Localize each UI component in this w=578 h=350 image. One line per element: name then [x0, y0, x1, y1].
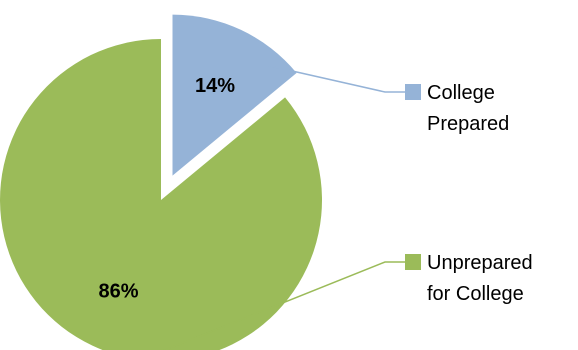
data-labels: 14% 86%	[98, 75, 235, 302]
data-label-2: 86%	[98, 280, 138, 302]
legend-label-1-line-1: College	[427, 82, 495, 104]
legend: College Prepared Unprepared for College	[405, 82, 533, 305]
pie-slice-2	[0, 39, 322, 350]
leader-line-2	[163, 261, 405, 350]
data-label-1: 14%	[195, 75, 235, 97]
legend-label-2-line-1: Unprepared	[427, 252, 533, 274]
leader-lines	[163, 64, 405, 350]
pie-slice-1	[172, 14, 297, 176]
legend-swatch-1	[405, 84, 421, 100]
leader-line-1	[266, 64, 405, 93]
legend-swatch-2	[405, 254, 421, 270]
pie-slices	[0, 14, 322, 350]
legend-label-1-line-2: Prepared	[427, 113, 509, 135]
legend-label-2-line-2: for College	[427, 283, 524, 305]
